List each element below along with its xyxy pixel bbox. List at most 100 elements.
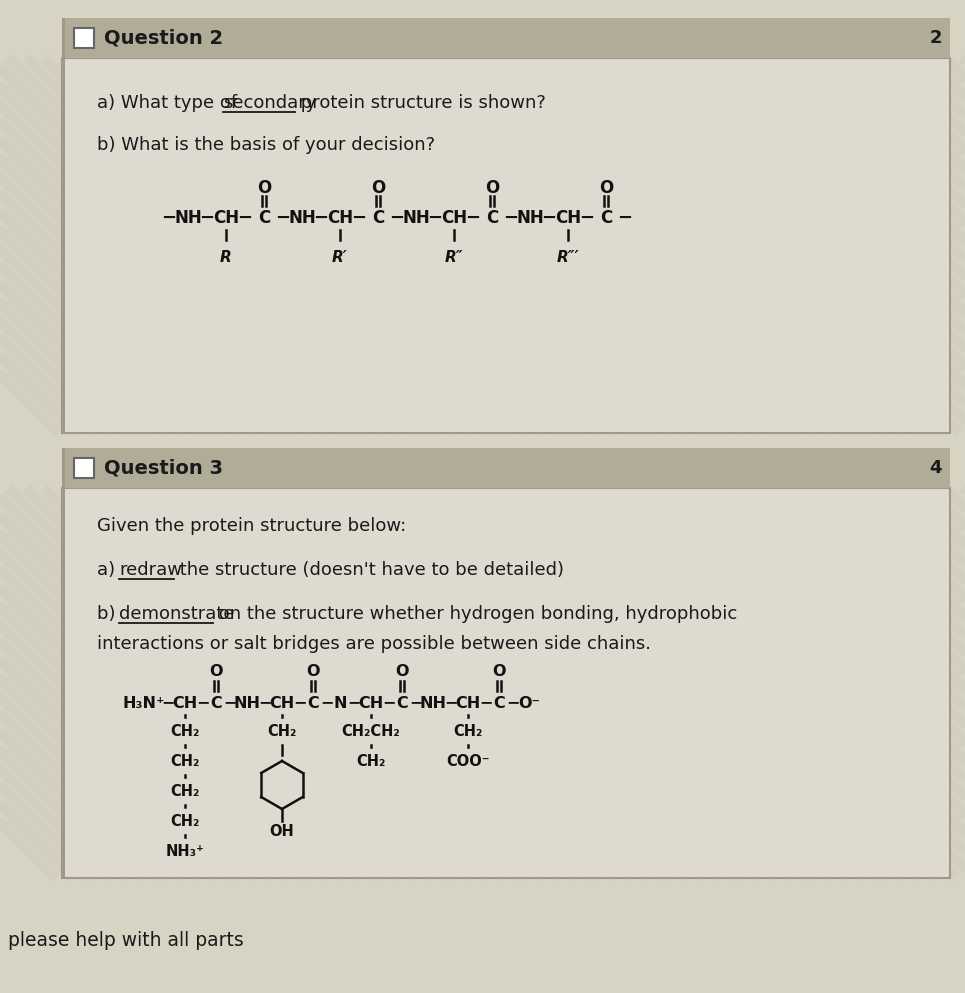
Text: b): b) — [97, 605, 122, 623]
Bar — [62, 58, 950, 433]
Text: CH: CH — [213, 209, 239, 227]
Text: −: − — [618, 209, 633, 227]
Text: CH: CH — [269, 695, 294, 711]
Bar — [74, 458, 94, 478]
Text: O: O — [371, 179, 385, 197]
Bar — [62, 18, 950, 58]
Text: R″: R″ — [445, 250, 463, 265]
Text: NH: NH — [516, 209, 544, 227]
Bar — [62, 448, 950, 488]
Text: a): a) — [97, 561, 121, 579]
Text: CH₂: CH₂ — [170, 754, 200, 769]
Text: CH₂: CH₂ — [454, 724, 482, 739]
Text: redraw: redraw — [119, 561, 182, 579]
Text: 2: 2 — [929, 29, 942, 47]
Text: N: N — [333, 695, 346, 711]
Text: CH: CH — [173, 695, 198, 711]
Text: −: − — [382, 695, 396, 711]
Text: −: − — [409, 695, 423, 711]
Text: NH: NH — [402, 209, 429, 227]
Text: NH: NH — [174, 209, 202, 227]
Text: −: − — [319, 695, 333, 711]
Text: the structure (doesn't have to be detailed): the structure (doesn't have to be detail… — [174, 561, 564, 579]
Text: −: − — [275, 209, 290, 227]
Text: O: O — [209, 664, 223, 679]
Text: please help with all parts: please help with all parts — [8, 930, 244, 949]
Text: C: C — [307, 695, 318, 711]
Text: −: − — [351, 209, 367, 227]
Text: protein structure is shown?: protein structure is shown? — [295, 94, 546, 112]
Bar — [62, 488, 950, 878]
Text: O: O — [257, 179, 271, 197]
Text: −: − — [427, 209, 443, 227]
Text: CH: CH — [555, 209, 581, 227]
Text: −: − — [161, 695, 175, 711]
Text: C: C — [600, 209, 612, 227]
Text: CH: CH — [441, 209, 467, 227]
Text: −: − — [346, 695, 360, 711]
Text: H₃N⁺: H₃N⁺ — [123, 695, 165, 711]
Text: −: − — [223, 695, 236, 711]
Bar — [62, 448, 65, 878]
Text: CH₂CH₂: CH₂CH₂ — [342, 724, 400, 739]
Bar — [74, 28, 94, 48]
Text: secondary: secondary — [223, 94, 317, 112]
Text: COO⁻: COO⁻ — [446, 754, 490, 769]
Text: CH: CH — [327, 209, 353, 227]
Text: C: C — [485, 209, 498, 227]
Text: −: − — [258, 695, 271, 711]
Text: OH: OH — [269, 823, 294, 838]
Text: −: − — [196, 695, 209, 711]
Text: Given the protein structure below:: Given the protein structure below: — [97, 517, 406, 535]
Text: NH: NH — [289, 209, 316, 227]
Text: −: − — [444, 695, 457, 711]
Text: O⁻: O⁻ — [518, 695, 540, 711]
Bar — [62, 58, 950, 433]
Text: O: O — [306, 664, 319, 679]
Text: R: R — [220, 250, 232, 265]
Text: −: − — [200, 209, 214, 227]
Text: CH₂: CH₂ — [170, 813, 200, 828]
Text: −: − — [292, 695, 306, 711]
Text: O: O — [484, 179, 499, 197]
Text: −: − — [161, 209, 177, 227]
Text: NH: NH — [420, 695, 447, 711]
Text: −: − — [541, 209, 557, 227]
Text: CH: CH — [358, 695, 384, 711]
Text: on the structure whether hydrogen bonding, hydrophobic: on the structure whether hydrogen bondin… — [213, 605, 737, 623]
Text: C: C — [210, 695, 222, 711]
Text: −: − — [314, 209, 328, 227]
Text: NH: NH — [234, 695, 261, 711]
Text: O: O — [396, 664, 409, 679]
Text: interactions or salt bridges are possible between side chains.: interactions or salt bridges are possibl… — [97, 635, 651, 653]
Text: CH₂: CH₂ — [356, 754, 386, 769]
Text: −: − — [479, 695, 492, 711]
Text: −: − — [504, 209, 518, 227]
Text: C: C — [258, 209, 270, 227]
Text: C: C — [396, 695, 408, 711]
Text: b) What is the basis of your decision?: b) What is the basis of your decision? — [97, 136, 435, 154]
Text: O: O — [599, 179, 613, 197]
Text: Question 2: Question 2 — [104, 29, 223, 48]
Text: CH₂: CH₂ — [170, 724, 200, 739]
Text: NH₃⁺: NH₃⁺ — [166, 843, 205, 859]
Text: Question 3: Question 3 — [104, 459, 223, 478]
Bar — [62, 18, 65, 433]
Text: CH₂: CH₂ — [267, 724, 296, 739]
Text: R″′: R″′ — [557, 250, 579, 265]
Text: CH: CH — [455, 695, 481, 711]
Text: −: − — [579, 209, 594, 227]
Text: R′: R′ — [332, 250, 347, 265]
Text: −: − — [390, 209, 404, 227]
Bar — [62, 488, 950, 878]
Text: C: C — [493, 695, 505, 711]
Text: −: − — [506, 695, 519, 711]
Text: CH₂: CH₂ — [170, 783, 200, 798]
Text: O: O — [492, 664, 506, 679]
Text: 4: 4 — [929, 459, 942, 477]
Text: C: C — [372, 209, 384, 227]
Text: −: − — [237, 209, 253, 227]
Text: −: − — [465, 209, 481, 227]
Text: a) What type of: a) What type of — [97, 94, 243, 112]
Text: demonstrate: demonstrate — [119, 605, 234, 623]
